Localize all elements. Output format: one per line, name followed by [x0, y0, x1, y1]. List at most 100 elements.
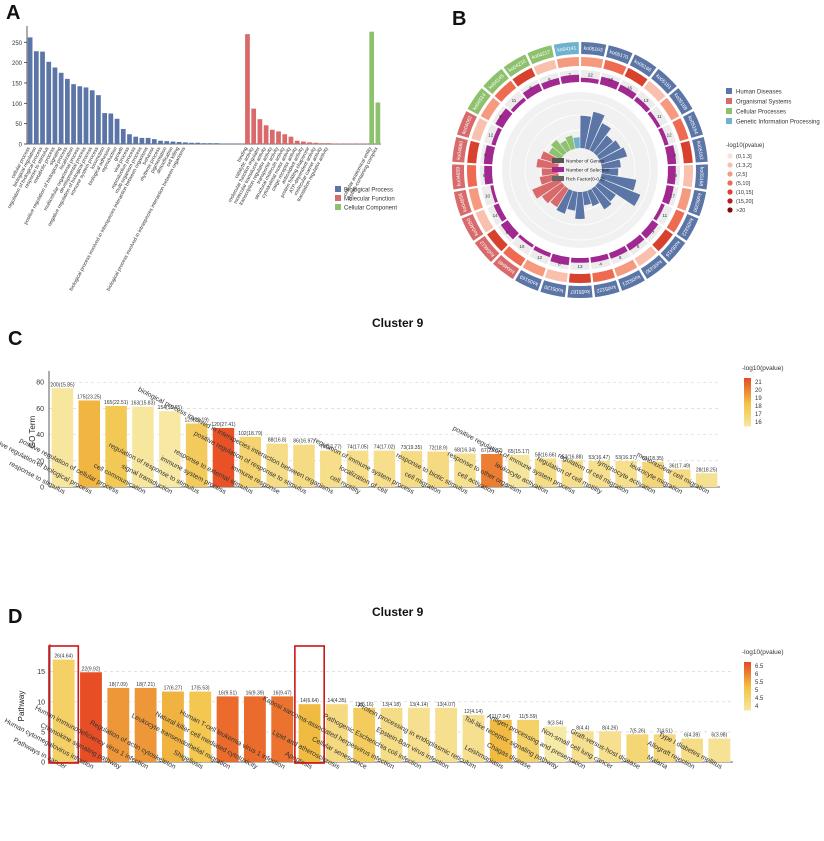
- chart-b-selection-bar: [626, 234, 645, 251]
- chart-a-legend-label: Biological Process: [344, 188, 393, 194]
- chart-b-pvalue-label: (0,1.3]: [736, 154, 752, 160]
- chart-b-legend-swatch: [726, 118, 732, 124]
- chart-b-selection-bar: [658, 127, 669, 146]
- chart-c-bar: [615, 460, 637, 487]
- chart-b-pathway-ring: [567, 285, 593, 298]
- chart-b-selection-bar: [653, 203, 665, 221]
- chart-b-selection-bar: [599, 76, 620, 90]
- chart-d-bar-label: 6(3.98): [711, 733, 727, 739]
- chart-a-bar: [46, 61, 52, 144]
- chart-a-bar: [33, 51, 39, 144]
- chart-d-bar-label: 16(9.39): [246, 690, 265, 696]
- chart-c-color-legend-tick: 17: [755, 412, 762, 418]
- chart-b-selection-bar: [500, 220, 519, 240]
- chart-b-rich-bar: [598, 178, 641, 207]
- chart-b-pvalue-dot: [727, 171, 733, 177]
- chart-b-selection-bg: [633, 90, 656, 113]
- chart-a-bar: [263, 125, 269, 144]
- chart-d-color-legend-segment: [744, 674, 751, 677]
- chart-a-bar: [313, 142, 319, 144]
- chart-c-bar: [78, 400, 100, 487]
- chart-c-bar: [185, 423, 208, 487]
- chart-a-bar: [269, 129, 275, 144]
- chart-b-pvalue-dot: [727, 162, 733, 168]
- chart-b-selection-bar: [510, 97, 527, 113]
- chart-b-selection-count: 14: [493, 213, 499, 218]
- chart-b-selection-bar: [608, 245, 628, 259]
- chart-c-color-legend-segment: [744, 397, 751, 401]
- chart-b-pvalue-dot: [727, 207, 733, 213]
- chart-b-rich-bar: [551, 139, 567, 156]
- chart-d-y-axis-label: Pathway: [17, 691, 26, 722]
- chart-b-track-swatch: [552, 176, 564, 181]
- chart-d-color-legend-segment: [744, 686, 751, 689]
- chart-b-selection-count: 22: [588, 72, 594, 77]
- chart-a-bar: [71, 84, 76, 144]
- chart-a-bar: [282, 134, 288, 144]
- chart-c-color-legend-segment: [744, 414, 751, 417]
- chart-d-color-legend-segment: [744, 662, 751, 665]
- chart-a-bar: [245, 34, 250, 144]
- chart-b-gene-ring: [676, 187, 692, 211]
- chart-a-bar: [195, 142, 201, 144]
- chart-b-rich-bar: [601, 168, 619, 176]
- chart-d-highlight-box: [294, 645, 326, 764]
- chart-c-bar-label: 58(16.66): [535, 452, 557, 458]
- chart-d-bar: [544, 726, 567, 762]
- chart-b-rich-bar: [587, 188, 600, 207]
- chart-d-color-legend-title: -log10(pvalue): [742, 649, 784, 656]
- chart-b-pathway-ring: [629, 54, 657, 77]
- chart-a-bar: [201, 143, 207, 144]
- chart-b-selection-bar: [493, 203, 507, 222]
- chart-b-track-label: Number of Genes: [566, 159, 604, 165]
- chart-b-selection-count: 12: [537, 255, 543, 260]
- chart-b-gene-ring: [643, 80, 666, 102]
- chart-a-y-tick-label: 150: [12, 81, 23, 87]
- chart-d-bar: [599, 731, 621, 762]
- chart-d-bar: [325, 704, 348, 762]
- chart-b-track-label: Rich Factor(0-0.2): [566, 177, 605, 183]
- chart-a-bar: [288, 136, 294, 144]
- chart-d-color-legend-segment: [744, 707, 751, 711]
- chart-b-grid-ring: [509, 99, 651, 241]
- chart-d-color-legend-tick: 6: [755, 672, 759, 678]
- chart-b-selection-bar: [570, 257, 590, 263]
- chart-c-bar: [400, 451, 423, 487]
- chart-a-bar: [214, 143, 219, 144]
- chart-d-color-legend-segment: [744, 695, 751, 699]
- chart-c-bar-label: 175(23.25): [77, 394, 102, 400]
- chart-c-bar-label: 200(15.85): [50, 382, 75, 388]
- chart-c-bar-label: 74(17.02): [374, 445, 396, 451]
- chart-d-color-legend-segment: [744, 700, 751, 704]
- chart-c-bar-label: 74(17.05): [347, 445, 369, 451]
- chart-b-selection-count: 12: [667, 132, 673, 137]
- chart-b-selection-count: 12: [488, 132, 494, 137]
- chart-a-bar: [102, 113, 107, 144]
- chart-c-bar: [695, 473, 718, 487]
- chart-c-color-legend-segment: [744, 390, 751, 393]
- chart-a-bar: [158, 140, 163, 144]
- chart-d-y-tick-label: 0: [41, 760, 45, 767]
- chart-b-pathway-ring: [669, 88, 693, 115]
- chart-a-bar: [133, 136, 139, 144]
- chart-d-bar: [162, 691, 184, 762]
- chart-c-bar: [507, 455, 530, 487]
- chart-b-pathway-ring: [483, 68, 509, 95]
- chart-b-pathway-ring: [453, 189, 472, 217]
- chart-b-rich-bar: [536, 158, 559, 169]
- chart-c-bar: [346, 450, 369, 487]
- chart-b-selection-bar: [533, 245, 552, 258]
- chart-d-y-tick-label: 10: [37, 699, 45, 706]
- chart-b-selection-count: 8: [483, 173, 486, 178]
- chart-b-gene-ring: [522, 259, 546, 277]
- chart-b-pvalue-label: (2,5]: [736, 172, 747, 178]
- chart-b-track-label: Number of Selection: [566, 168, 610, 174]
- chart-c-y-tick-label: 80: [36, 380, 44, 387]
- chart-b-gene-ring: [666, 209, 685, 233]
- chart-c-color-legend-tick: 21: [755, 380, 762, 386]
- chart-b-grid-ring: [524, 114, 636, 226]
- chart-b-selection-count: 11: [657, 114, 662, 119]
- chart-c-bar: [239, 436, 262, 487]
- chart-a-bar: [251, 108, 257, 144]
